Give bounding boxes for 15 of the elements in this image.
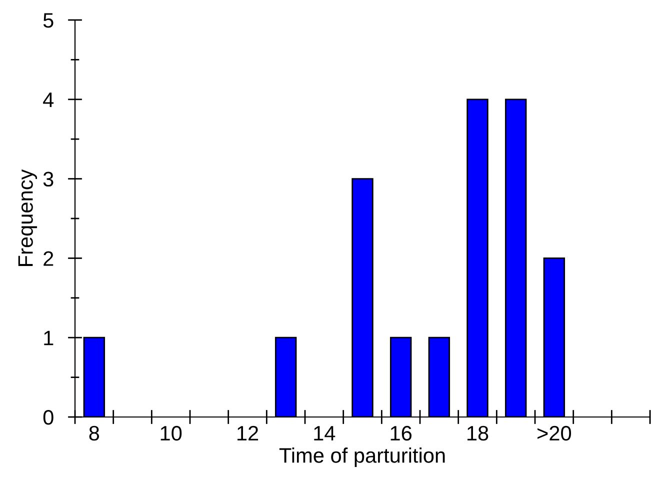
- x-tick-label: 10: [160, 426, 182, 441]
- x-axis-title: Time of parturition: [279, 448, 445, 467]
- x-tick-label: 18: [468, 426, 488, 441]
- y-tick-label: 0: [43, 410, 54, 425]
- y-tick-label: 4: [43, 92, 54, 107]
- x-tick-label: 12: [238, 426, 258, 440]
- x-tick-label: 16: [390, 426, 412, 441]
- x-tick-label: >20: [538, 426, 572, 441]
- y-tick-label: 5: [43, 13, 54, 28]
- y-tick-label: 2: [44, 251, 54, 266]
- y-tick-label: 3: [43, 172, 54, 187]
- x-tick-label: 14: [314, 426, 336, 440]
- y-axis-title: Frequency: [18, 169, 38, 266]
- x-tick-label: 8: [89, 426, 100, 441]
- y-tick-label: 1: [44, 330, 54, 346]
